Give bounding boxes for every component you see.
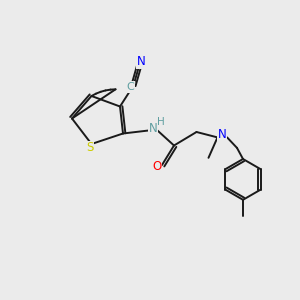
Text: N: N [148, 122, 158, 135]
Text: H: H [157, 117, 165, 127]
Text: N: N [136, 55, 146, 68]
Text: C: C [127, 82, 134, 92]
Text: O: O [152, 160, 161, 173]
Text: N: N [218, 128, 227, 141]
Text: S: S [86, 141, 94, 154]
